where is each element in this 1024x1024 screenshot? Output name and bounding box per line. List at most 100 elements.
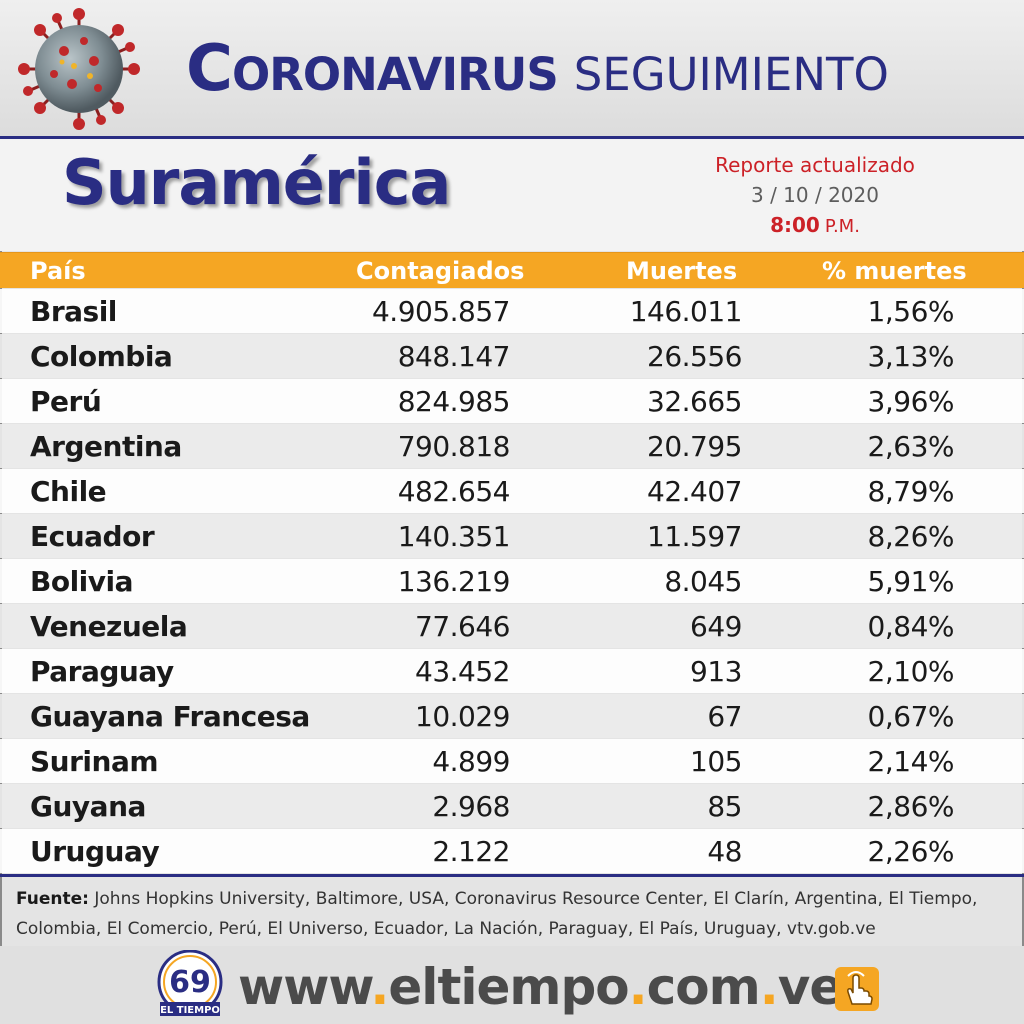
pct-value: 8,79% <box>867 475 955 508</box>
pct-value: 2,86% <box>867 790 955 823</box>
tap-hand-icon <box>835 967 879 1011</box>
cases-value: 2.968 <box>432 790 510 823</box>
pct-value: 3,13% <box>867 340 955 373</box>
deaths-value: 649 <box>690 610 742 643</box>
table-row: Bolivia 136.219 8.045 5,91% <box>0 559 1024 603</box>
deaths-value: 32.665 <box>647 385 742 418</box>
cases-value: 482.654 <box>397 475 511 508</box>
country-name: Chile <box>30 475 107 508</box>
cases-value: 140.351 <box>397 520 511 553</box>
website-url[interactable]: www.eltiempo.com.ve <box>238 952 844 1022</box>
cases-value: 77.646 <box>415 610 510 643</box>
report-info: Reporte actualizado 3 / 10 / 2020 8:00 P… <box>700 150 930 242</box>
pct-value: 2,63% <box>867 430 955 463</box>
report-time-value: 8:00 <box>770 213 820 237</box>
cases-value: 136.219 <box>397 565 511 598</box>
deaths-value: 67 <box>707 700 742 733</box>
table-row: Guayana Francesa 10.029 67 0,67% <box>0 694 1024 738</box>
table-row: Perú 824.985 32.665 3,96% <box>0 379 1024 423</box>
logo-text: EL TIEMPO <box>160 1005 220 1016</box>
pct-value: 2,10% <box>867 655 955 688</box>
country-name: Ecuador <box>30 520 155 553</box>
table-row: Paraguay 43.452 913 2,10% <box>0 649 1024 693</box>
source-label: Fuente: <box>16 889 89 909</box>
deaths-value: 105 <box>690 745 742 778</box>
country-name: Brasil <box>30 295 117 328</box>
url-com: com <box>646 958 761 1016</box>
country-name: Venezuela <box>30 610 188 643</box>
report-time: 8:00 P.M. <box>700 210 930 242</box>
country-name: Colombia <box>30 340 173 373</box>
country-name: Perú <box>30 385 102 418</box>
pct-value: 2,14% <box>867 745 955 778</box>
report-date: 3 / 10 / 2020 <box>751 183 879 207</box>
url-dot: . <box>628 958 648 1016</box>
header-divider <box>0 136 1024 139</box>
column-header-deaths: Muertes <box>626 257 738 285</box>
deaths-value: 48 <box>707 835 742 868</box>
cases-value: 4.905.857 <box>371 295 511 328</box>
report-label: Reporte actualizado <box>715 153 915 177</box>
table-divider <box>0 874 1024 877</box>
cases-value: 848.147 <box>397 340 511 373</box>
report-ampm: P.M. <box>824 216 860 237</box>
pct-value: 0,67% <box>867 700 955 733</box>
coronavirus-icon <box>18 8 140 130</box>
eltiempo-logo: 69 EL TIEMPO <box>157 950 223 1016</box>
deaths-value: 913 <box>690 655 742 688</box>
pct-value: 8,26% <box>867 520 955 553</box>
source-text: Johns Hopkins University, Baltimore, USA… <box>16 889 978 939</box>
table-row: Uruguay 2.122 48 2,26% <box>0 829 1024 873</box>
deaths-value: 42.407 <box>647 475 742 508</box>
table-body: Brasil 4.905.857 146.011 1,56% Colombia … <box>0 289 1024 874</box>
deaths-value: 85 <box>707 790 742 823</box>
cases-value: 824.985 <box>397 385 511 418</box>
source-note: Fuente: Johns Hopkins University, Baltim… <box>16 884 1011 944</box>
cases-value: 43.452 <box>415 655 510 688</box>
cases-value: 10.029 <box>415 700 510 733</box>
table-row: Brasil 4.905.857 146.011 1,56% <box>0 289 1024 333</box>
table-row: Guyana 2.968 85 2,86% <box>0 784 1024 828</box>
url-dot: . <box>370 958 389 1016</box>
pct-value: 3,96% <box>867 385 955 418</box>
country-name: Guyana <box>30 790 146 823</box>
table-header: País Contagiados Muertes % muertes <box>0 252 1024 288</box>
cases-value: 790.818 <box>397 430 511 463</box>
region-band <box>0 139 1024 251</box>
deaths-value: 26.556 <box>647 340 742 373</box>
table-row: Chile 482.654 42.407 8,79% <box>0 469 1024 513</box>
deaths-value: 20.795 <box>647 430 742 463</box>
pct-value: 2,26% <box>867 835 955 868</box>
title-subtitle: SEGUIMIENTO <box>573 48 889 101</box>
title-initial: C <box>186 32 233 106</box>
cases-value: 4.899 <box>432 745 510 778</box>
country-name: Surinam <box>30 745 159 778</box>
url-ve: ve <box>777 958 844 1016</box>
country-name: Paraguay <box>30 655 174 688</box>
pct-value: 5,91% <box>867 565 955 598</box>
country-name: Bolivia <box>30 565 134 598</box>
pct-value: 0,84% <box>867 610 955 643</box>
country-name: Argentina <box>30 430 182 463</box>
deaths-value: 11.597 <box>647 520 742 553</box>
url-domain: eltiempo <box>388 958 629 1016</box>
logo-number: 69 <box>169 965 211 1000</box>
page-title: C ORONAVIRUS SEGUIMIENTO <box>186 32 889 112</box>
table-row: Surinam 4.899 105 2,14% <box>0 739 1024 783</box>
url-dot: . <box>759 958 779 1016</box>
column-header-country: País <box>30 257 86 285</box>
country-name: Uruguay <box>30 835 160 868</box>
table-row: Venezuela 77.646 649 0,84% <box>0 604 1024 648</box>
header: C ORONAVIRUS SEGUIMIENTO <box>0 0 1024 138</box>
deaths-value: 8.045 <box>664 565 742 598</box>
url-www: www <box>238 958 371 1016</box>
region-title: Suramérica <box>62 146 451 219</box>
table-row: Colombia 848.147 26.556 3,13% <box>0 334 1024 378</box>
table-row: Ecuador 140.351 11.597 8,26% <box>0 514 1024 558</box>
table-row: Argentina 790.818 20.795 2,63% <box>0 424 1024 468</box>
title-rest: ORONAVIRUS <box>231 48 559 101</box>
deaths-value: 146.011 <box>629 295 743 328</box>
cases-value: 2.122 <box>432 835 510 868</box>
column-header-pct: % muertes <box>822 257 967 285</box>
country-name: Guayana Francesa <box>30 700 310 733</box>
